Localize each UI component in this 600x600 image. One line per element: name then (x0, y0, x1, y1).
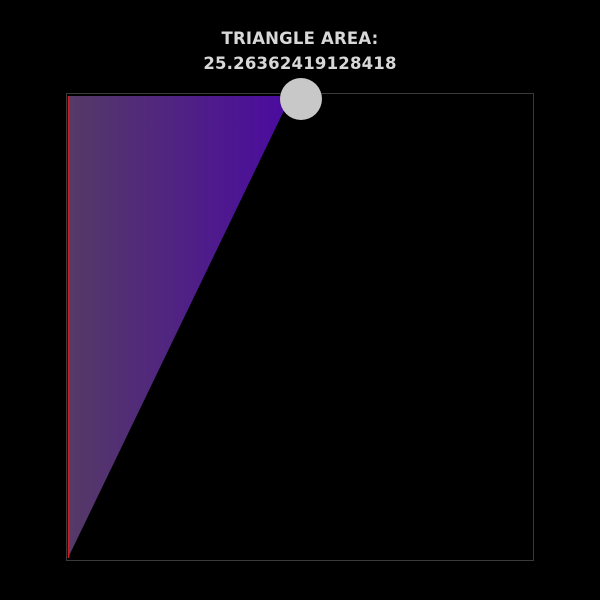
area-label: TRIANGLE AREA: (221, 29, 379, 48)
area-value: 25.26362419128418 (203, 54, 397, 73)
triangle-shape (68, 96, 291, 558)
area-readout: TRIANGLE AREA: 25.26362419128418 (0, 26, 600, 76)
circle-handle-icon[interactable] (280, 78, 322, 120)
